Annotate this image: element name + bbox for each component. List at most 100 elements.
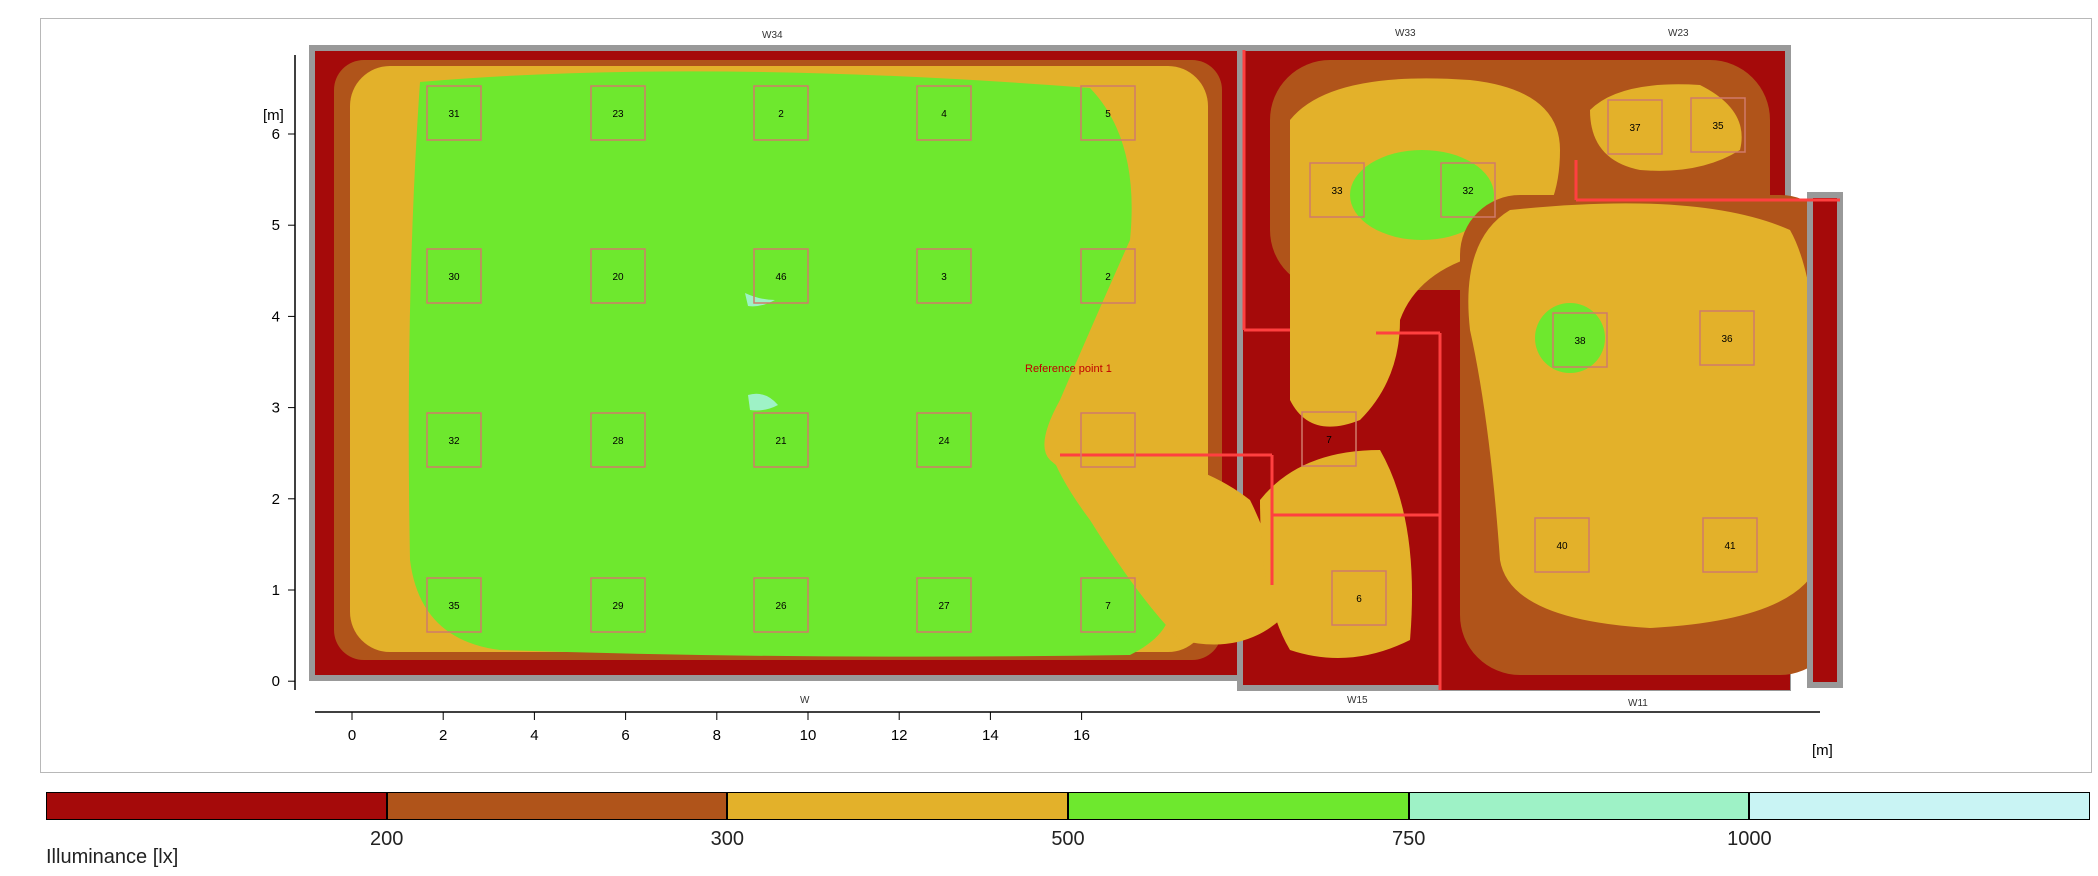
hall-room (309, 45, 1249, 681)
y-unit-label: [m] (263, 107, 284, 124)
luminaire-label: 7 (1105, 601, 1111, 612)
legend-title: Illuminance [lx] (46, 846, 179, 868)
x-tick-label: 8 (713, 727, 721, 744)
luminaire-marker (590, 248, 646, 304)
y-tick-label: 4 (272, 308, 280, 325)
y-tick-label: 2 (272, 491, 280, 508)
legend-tick-label: 300 (710, 828, 745, 850)
x-unit-label: [m] (1812, 742, 1833, 759)
plot-frame (40, 18, 2092, 773)
luminaire-label: 30 (448, 272, 460, 283)
luminaire-marker (753, 85, 809, 141)
luminaire-marker (426, 412, 482, 468)
legend-band (1069, 793, 1410, 819)
x-tick-label: 10 (800, 727, 817, 744)
walls (1060, 50, 1840, 690)
luminaire-marker (1440, 162, 1496, 218)
luminaire-marker (916, 248, 972, 304)
wall-labels: W34 W33 W23 W W15 W11 (762, 28, 1689, 709)
luminaire-label: 24 (938, 436, 950, 447)
room-luminaires: 33 32 37 35 38 36 7 6 40 41 (1301, 97, 1758, 626)
luminaire-label: 38 (1574, 336, 1586, 347)
legend-band (1409, 793, 1751, 819)
legend-tick-label: 1000 (1727, 828, 1772, 850)
luminaire-label: 32 (448, 436, 460, 447)
y-tick-label: 6 (272, 126, 280, 143)
luminaire-label: 3 (941, 272, 947, 283)
legend-tick-label: 500 (1051, 828, 1085, 850)
x-tick-label: 2 (439, 727, 447, 744)
luminaire-marker (590, 577, 646, 633)
luminaire-label: 2 (1105, 272, 1111, 283)
luminaire-marker (1080, 85, 1136, 141)
wall-label-w15: W15 (1347, 695, 1368, 706)
y-tick-label: 5 (272, 217, 280, 234)
luminaire-label: 5 (1105, 109, 1111, 120)
luminaire-marker (1699, 310, 1755, 366)
legend-band (1750, 793, 2090, 819)
luminaire-label: 41 (1724, 541, 1736, 552)
x-tick-label: 12 (891, 727, 908, 744)
wall-label-w: W (800, 695, 810, 706)
luminaire-marker (753, 412, 809, 468)
luminaire-marker (1702, 517, 1758, 573)
luminaire-marker (753, 248, 809, 304)
luminaire-marker (426, 85, 482, 141)
wall-label-w11: W11 (1628, 698, 1648, 709)
wall-label-w34: W34 (762, 30, 783, 41)
luminaire-label: 32 (1462, 186, 1474, 197)
luminaire-label: 6 (1356, 594, 1362, 605)
x-tick-label: 0 (348, 727, 356, 744)
x-tick-label: 4 (530, 727, 538, 744)
luminaire-marker (916, 85, 972, 141)
luminaire-label: 37 (1629, 123, 1641, 134)
legend-tick-label: 750 (1391, 828, 1426, 850)
legend-band (47, 793, 388, 819)
luminaire-marker (1607, 99, 1663, 155)
luminaire-label: 36 (1721, 334, 1733, 345)
luminaire-label: 23 (612, 109, 624, 120)
y-tick-label: 1 (272, 582, 280, 599)
luminaire-label: 28 (612, 436, 624, 447)
luminaire-marker (426, 248, 482, 304)
legend-tick-label: 200 (369, 828, 404, 850)
luminaire-label: 46 (775, 272, 787, 283)
luminaire-label: 35 (1712, 121, 1724, 132)
wall-label-w23: W23 (1668, 28, 1689, 39)
luminaire-label: 33 (1331, 186, 1343, 197)
luminaire-label: 40 (1556, 541, 1568, 552)
luminaire-label: 29 (612, 601, 624, 612)
luminaire-marker (916, 577, 972, 633)
luminaire-label: 4 (941, 109, 947, 120)
reference-point-label: Reference point 1 (1025, 363, 1112, 375)
luminaire-marker (1690, 97, 1746, 153)
y-tick-label: 3 (272, 400, 280, 417)
luminaire-marker (426, 577, 482, 633)
y-tick-labels: 6 5 4 3 2 1 0 (272, 126, 295, 690)
y-tick-label: 0 (272, 673, 280, 690)
luminaire-marker (916, 412, 972, 468)
luminaire-label: 21 (775, 436, 787, 447)
luminaire-label: 31 (448, 109, 460, 120)
x-tick-label: 6 (621, 727, 629, 744)
luminaire-marker (1331, 570, 1387, 626)
luminaire-marker (1080, 412, 1136, 468)
x-tick-labels: 0 2 4 6 8 10 12 14 16 (348, 712, 1090, 744)
luminaire-label: 27 (938, 601, 950, 612)
x-tick-label: 14 (982, 727, 999, 744)
luminaire-marker (1534, 517, 1590, 573)
legend-band (387, 793, 729, 819)
luminaire-label: 2 (778, 109, 784, 120)
luminaire-marker (1080, 248, 1136, 304)
x-tick-label: 16 (1073, 727, 1090, 744)
color-scale-legend (46, 792, 2090, 820)
luminaire-marker (1309, 162, 1365, 218)
luminaire-label: 26 (775, 601, 787, 612)
luminaire-marker (753, 577, 809, 633)
luminaire-marker (590, 85, 646, 141)
luminaire-label: 20 (612, 272, 624, 283)
luminaire-marker (590, 412, 646, 468)
luminaire-marker (1552, 312, 1608, 368)
